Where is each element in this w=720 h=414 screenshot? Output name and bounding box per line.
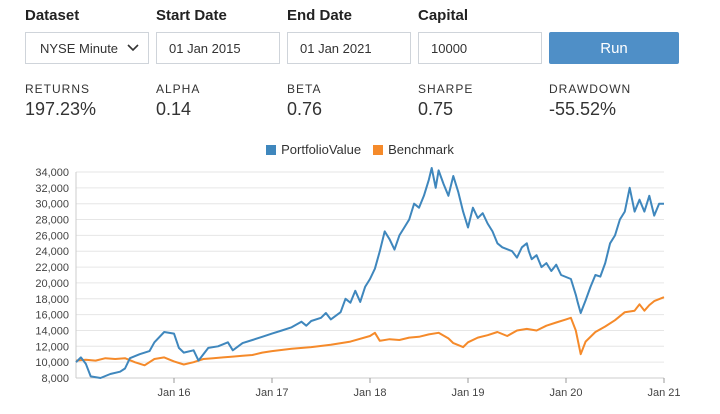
x-tick-label: Jan 18 xyxy=(353,387,386,399)
y-axis: 8,000 10,000 12,000 14,000 16,000 18,000 20,00… xyxy=(35,167,77,385)
y-tick-label: 22,000 xyxy=(35,262,69,274)
capital-input[interactable] xyxy=(418,32,542,64)
start-date-label: Start Date xyxy=(156,7,227,24)
x-tick-label: Jan 16 xyxy=(157,387,190,399)
y-tick-label: 18,000 xyxy=(35,294,69,306)
sharpe-value: 0.75 xyxy=(418,99,454,119)
x-tick-label: Jan 19 xyxy=(451,387,484,399)
portfolio-value-line xyxy=(75,167,664,379)
y-tick-label: 20,000 xyxy=(35,278,69,290)
capital-label: Capital xyxy=(418,7,469,24)
legend-swatch-benchmark xyxy=(373,144,384,155)
y-tick-label: 14,000 xyxy=(35,325,69,337)
chevron-down-icon xyxy=(126,41,140,55)
x-tick-label: Jan 21 xyxy=(647,387,680,399)
beta-value: 0.76 xyxy=(287,99,323,119)
y-tick-label: 24,000 xyxy=(35,246,69,258)
benchmark-line xyxy=(75,296,665,367)
end-date-label: End Date xyxy=(287,7,353,24)
chart-legend: PortfolioValue Benchmark xyxy=(0,142,720,157)
start-date-input[interactable] xyxy=(156,32,280,64)
y-tick-label: 10,000 xyxy=(35,357,69,369)
x-tick-label: Jan 17 xyxy=(255,387,288,399)
legend-label-portfolio: PortfolioValue xyxy=(281,142,362,157)
chart-grid xyxy=(76,171,664,379)
x-axis: Jan 16 Jan 17 Jan 18 Jan 19 Jan 20 Jan 21 xyxy=(76,377,681,399)
run-button[interactable]: Run xyxy=(549,32,679,64)
y-tick-label: 8,000 xyxy=(41,373,69,385)
legend-item-portfolio[interactable]: PortfolioValue xyxy=(266,142,361,157)
y-tick-label: 26,000 xyxy=(35,230,69,242)
dataset-select[interactable]: NYSE Minute xyxy=(25,32,149,64)
chart-series xyxy=(75,167,665,379)
legend-label-benchmark: Benchmark xyxy=(388,142,454,157)
legend-item-benchmark[interactable]: Benchmark xyxy=(373,142,454,157)
drawdown-value: -55.52% xyxy=(549,99,617,119)
x-tick-label: Jan 20 xyxy=(549,387,582,399)
sharpe-label: SHARPE xyxy=(418,82,474,96)
y-tick-label: 16,000 xyxy=(35,310,69,322)
beta-label: BETA xyxy=(287,82,322,96)
legend-swatch-portfolio xyxy=(266,144,277,155)
returns-label: RETURNS xyxy=(25,82,91,96)
y-tick-label: 30,000 xyxy=(35,199,69,211)
returns-value: 197.23% xyxy=(25,99,97,119)
performance-chart: 8,000 10,000 12,000 14,000 16,000 18,000 20,00… xyxy=(35,167,681,399)
drawdown-label: DRAWDOWN xyxy=(549,82,632,96)
y-tick-label: 12,000 xyxy=(35,341,69,353)
y-tick-label: 28,000 xyxy=(35,215,69,227)
end-date-input[interactable] xyxy=(287,32,411,64)
y-tick-label: 34,000 xyxy=(35,167,69,179)
dataset-label: Dataset xyxy=(25,7,80,24)
alpha-label: ALPHA xyxy=(156,82,201,96)
y-tick-label: 32,000 xyxy=(35,183,69,195)
dataset-select-value: NYSE Minute xyxy=(40,40,119,56)
alpha-value: 0.14 xyxy=(156,99,192,119)
